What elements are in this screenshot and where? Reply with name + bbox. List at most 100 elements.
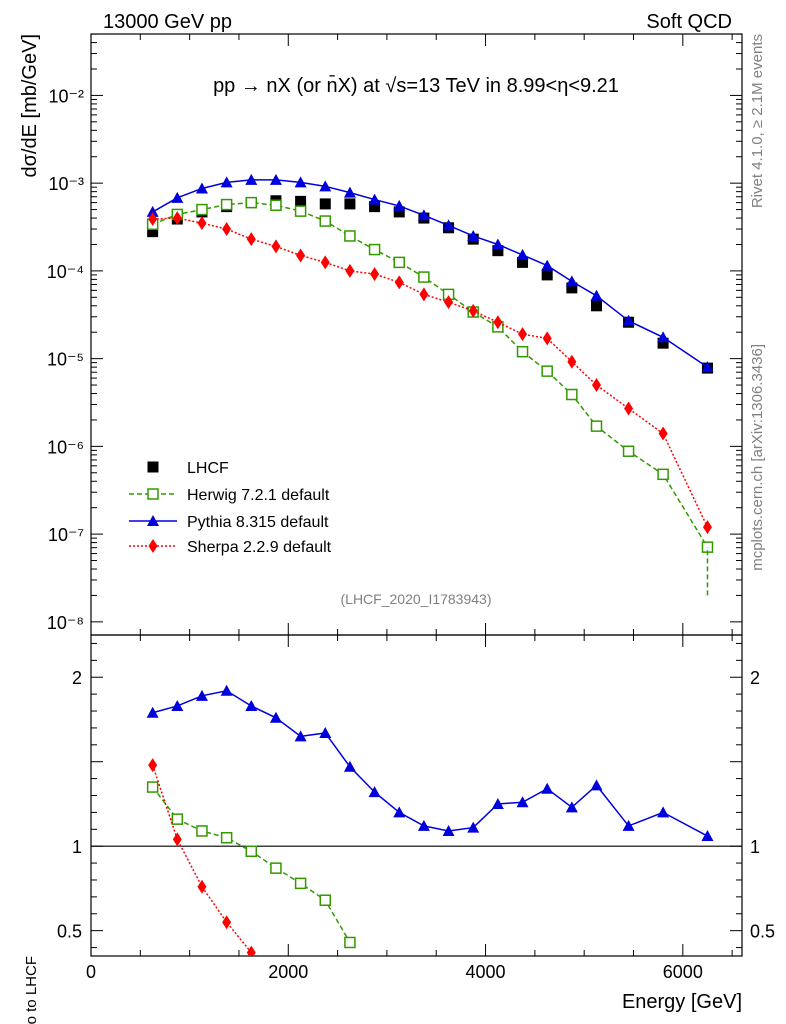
point-sherpa xyxy=(246,232,256,247)
point-sherpa xyxy=(592,378,602,393)
point-lhcf xyxy=(492,245,504,257)
analysis-tag: (LHCF_2020_I1783943) xyxy=(341,591,492,607)
ratio-point-herwig xyxy=(146,781,159,793)
plot-title: pp → nX (or n̄X) at √s=13 TeV in 8.99<η<… xyxy=(213,74,619,97)
legend: LHCF Herwig 7.2.1 default Pythia 8.315 def… xyxy=(129,460,332,556)
ratio-point-herwig xyxy=(220,831,233,844)
ratio-point-pythia xyxy=(319,726,332,738)
point-herwig xyxy=(294,205,307,217)
point-herwig xyxy=(590,420,603,432)
rivet-label: Rivet 4.1.0, ≥ 2.1M events xyxy=(749,34,766,208)
ratio-point-pythia xyxy=(565,801,578,813)
legend-label-sherpa: Sherpa 2.2.9 default xyxy=(187,539,332,556)
point-sherpa xyxy=(702,520,712,535)
point-herwig xyxy=(319,215,332,227)
point-pythia xyxy=(701,361,714,373)
point-sherpa xyxy=(394,275,404,290)
ratio-point-pythia xyxy=(491,797,504,809)
point-pythia xyxy=(516,248,529,260)
y-tick-label: 10⁻² xyxy=(48,86,84,106)
point-lhcf xyxy=(517,256,529,268)
point-pythia xyxy=(541,259,554,271)
point-sherpa xyxy=(271,239,281,254)
point-lhcf xyxy=(591,300,603,312)
point-sherpa xyxy=(542,331,552,346)
y-tick-label: 10⁻⁴ xyxy=(47,262,84,282)
ratio-point-pythia xyxy=(516,796,529,808)
x-axis-label: Energy [GeV] xyxy=(622,991,742,1013)
ratio-point-pythia xyxy=(220,684,233,696)
point-pythia xyxy=(220,176,233,188)
ratio-point-pythia xyxy=(622,819,635,831)
point-pythia xyxy=(319,180,332,192)
point-pythia xyxy=(269,173,282,185)
ratio-point-pythia xyxy=(146,706,159,718)
point-pythia xyxy=(393,199,406,211)
ratio-y-tick-label-right: 1 xyxy=(750,837,760,857)
legend-marker-pythia xyxy=(147,515,159,526)
point-herwig xyxy=(196,203,208,216)
ratio-point-pythia xyxy=(393,806,406,818)
point-herwig xyxy=(566,388,578,401)
ratio-y-tick-label-right: 2 xyxy=(750,668,760,688)
point-lhcf xyxy=(369,201,381,213)
ratio-series xyxy=(146,684,714,956)
series-line-herwig xyxy=(152,201,709,548)
ratio-point-herwig xyxy=(196,825,208,837)
point-pythia xyxy=(565,275,578,287)
point-sherpa xyxy=(419,287,429,302)
point-herwig xyxy=(622,445,635,457)
point-sherpa xyxy=(624,401,634,416)
point-sherpa xyxy=(444,295,454,310)
point-lhcf xyxy=(566,282,578,294)
y-tick-label: 10⁻⁶ xyxy=(47,437,84,457)
point-pythia xyxy=(294,176,307,188)
y-tick-label: 10⁻⁷ xyxy=(48,525,84,545)
ratio-plot-frame xyxy=(90,634,743,957)
point-sherpa xyxy=(468,303,478,318)
point-pythia xyxy=(491,238,504,250)
ratio-point-pythia xyxy=(417,819,430,831)
y-tick-label: 10⁻⁸ xyxy=(47,613,84,633)
ratio-y-tick-label: 0.5 xyxy=(57,922,82,942)
point-pythia xyxy=(442,219,455,231)
point-pythia xyxy=(368,193,381,205)
point-herwig xyxy=(245,196,258,209)
point-sherpa xyxy=(296,248,306,263)
legend-marker-herwig xyxy=(147,488,159,500)
main-series xyxy=(146,173,714,596)
ratio-point-pythia xyxy=(343,760,356,772)
series-line-pythia xyxy=(152,179,708,368)
ratio-point-herwig xyxy=(319,894,332,906)
point-sherpa xyxy=(370,267,380,282)
point-herwig xyxy=(418,271,430,283)
point-sherpa xyxy=(172,211,182,226)
series-line-sherpa xyxy=(152,217,709,528)
axes-layer: 0 2000 4000 6000 10⁻² 10⁻³ 10⁻⁴ 10⁻⁵ 10⁻⁶ 10⁻⁷ 10⁻… xyxy=(47,33,775,982)
point-sherpa xyxy=(197,216,207,231)
ratio-point-pythia xyxy=(269,711,282,723)
point-pythia xyxy=(590,289,603,301)
point-lhcf xyxy=(319,198,331,210)
point-pythia xyxy=(146,205,159,217)
ratio-point-pythia xyxy=(701,830,714,842)
point-sherpa xyxy=(567,354,577,369)
point-herwig xyxy=(516,345,529,358)
point-pythia xyxy=(195,182,208,194)
ratio-point-pythia xyxy=(442,824,455,836)
ratio-y-tick-label-right: 0.5 xyxy=(750,922,775,942)
ratio-y-axis-label: Ratio to LHCF xyxy=(23,956,40,1024)
x-tick-label: 4000 xyxy=(466,962,506,982)
point-lhcf xyxy=(541,269,553,281)
ratio-point-herwig xyxy=(344,936,356,949)
ratio-point-pythia xyxy=(467,821,480,833)
x-tick-label: 6000 xyxy=(663,962,703,982)
point-sherpa xyxy=(345,263,355,278)
point-pythia xyxy=(467,229,480,241)
point-herwig xyxy=(657,468,669,481)
point-sherpa xyxy=(518,327,528,342)
header-left: 13000 GeV pp xyxy=(103,11,232,33)
point-sherpa xyxy=(658,426,668,441)
ratio-point-pythia xyxy=(245,699,258,711)
